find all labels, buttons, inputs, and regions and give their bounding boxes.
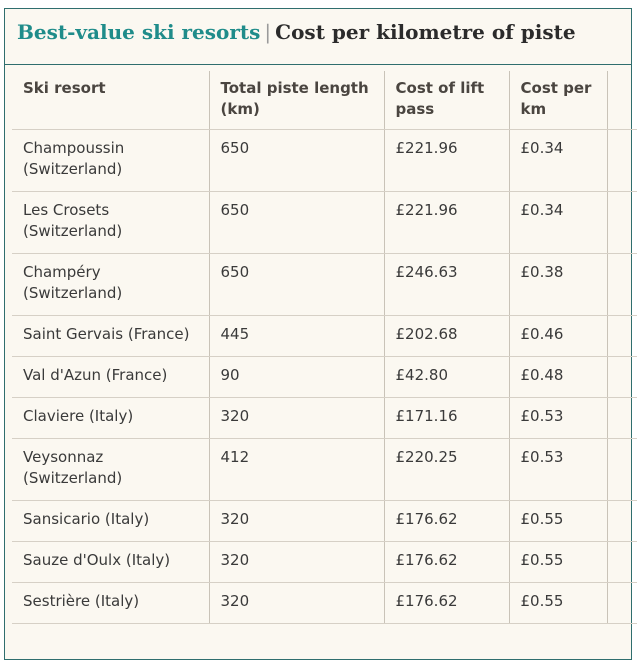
cell-pass: £171.16 xyxy=(383,397,509,439)
cell-spacer xyxy=(606,129,637,192)
cell-resort: Sauze d'Oulx (Italy) xyxy=(12,541,209,583)
cell-per-km: £0.55 xyxy=(508,541,607,583)
cell-spacer xyxy=(606,397,637,439)
cell-pass: £246.63 xyxy=(383,253,509,316)
cell-per-km: £0.53 xyxy=(508,438,607,501)
cell-length: 650 xyxy=(208,129,384,192)
cell-pass: £176.62 xyxy=(383,541,509,583)
cell-spacer xyxy=(606,253,637,316)
cell-per-km: £0.53 xyxy=(508,397,607,439)
header-ski-resort: Ski resort xyxy=(12,71,209,130)
cell-spacer xyxy=(606,500,637,542)
cell-pass: £221.96 xyxy=(383,129,509,192)
header-row: Ski resort Total piste length (km) Cost … xyxy=(12,71,637,130)
cell-resort: Les Crosets (Switzerland) xyxy=(12,191,209,254)
cell-spacer xyxy=(606,438,637,501)
cell-resort: Claviere (Italy) xyxy=(12,397,209,439)
cell-per-km: £0.34 xyxy=(508,129,607,192)
title-accent: Best-value ski resorts xyxy=(17,20,261,44)
cell-per-km: £0.46 xyxy=(508,315,607,357)
cell-per-km: £0.48 xyxy=(508,356,607,398)
cell-resort: Sansicario (Italy) xyxy=(12,500,209,542)
cell-pass: £176.62 xyxy=(383,582,509,624)
title-separator: | xyxy=(264,20,272,44)
cell-resort: Val d'Azun (France) xyxy=(12,356,209,398)
table-row: Val d'Azun (France) 90 £42.80 £0.48 xyxy=(12,356,637,398)
cell-spacer xyxy=(606,541,637,583)
table-row: Claviere (Italy) 320 £171.16 £0.53 xyxy=(12,397,637,439)
table-row: Saint Gervais (France) 445 £202.68 £0.46 xyxy=(12,315,637,357)
cell-length: 412 xyxy=(208,438,384,501)
header-piste-length: Total piste length (km) xyxy=(208,71,384,130)
cell-resort: Sestrière (Italy) xyxy=(12,582,209,624)
cell-length: 320 xyxy=(208,582,384,624)
cell-resort: Champéry (Switzerland) xyxy=(12,253,209,316)
header-lift-pass: Cost of lift pass xyxy=(383,71,509,130)
header-spacer xyxy=(606,71,637,130)
resort-table: Ski resort Total piste length (km) Cost … xyxy=(12,71,637,624)
cell-pass: £42.80 xyxy=(383,356,509,398)
cell-per-km: £0.38 xyxy=(508,253,607,316)
cell-length: 445 xyxy=(208,315,384,357)
table-row: Sauze d'Oulx (Italy) 320 £176.62 £0.55 xyxy=(12,541,637,583)
cell-pass: £176.62 xyxy=(383,500,509,542)
cell-length: 650 xyxy=(208,191,384,254)
cell-length: 90 xyxy=(208,356,384,398)
cell-length: 320 xyxy=(208,397,384,439)
cell-spacer xyxy=(606,356,637,398)
cell-per-km: £0.34 xyxy=(508,191,607,254)
cell-spacer xyxy=(606,315,637,357)
table-row: Champéry (Switzerland) 650 £246.63 £0.38 xyxy=(12,253,637,316)
cell-resort: Saint Gervais (France) xyxy=(12,315,209,357)
table-row: Sansicario (Italy) 320 £176.62 £0.55 xyxy=(12,500,637,542)
cell-pass: £220.25 xyxy=(383,438,509,501)
title-main: Cost per kilometre of piste xyxy=(275,20,576,44)
cell-length: 320 xyxy=(208,541,384,583)
table-row: Champoussin (Switzerland) 650 £221.96 £0… xyxy=(12,129,637,192)
table-row: Veysonnaz (Switzerland) 412 £220.25 £0.5… xyxy=(12,438,637,501)
cell-length: 320 xyxy=(208,500,384,542)
header-cost-per-km: Cost per km xyxy=(508,71,607,130)
table-row: Les Crosets (Switzerland) 650 £221.96 £0… xyxy=(12,191,637,254)
cell-length: 650 xyxy=(208,253,384,316)
cell-per-km: £0.55 xyxy=(508,582,607,624)
cell-resort: Champoussin (Switzerland) xyxy=(12,129,209,192)
cell-pass: £202.68 xyxy=(383,315,509,357)
cell-spacer xyxy=(606,582,637,624)
table-row: Sestrière (Italy) 320 £176.62 £0.55 xyxy=(12,582,637,624)
cell-per-km: £0.55 xyxy=(508,500,607,542)
cell-resort: Veysonnaz (Switzerland) xyxy=(12,438,209,501)
cell-spacer xyxy=(606,191,637,254)
cell-pass: £221.96 xyxy=(383,191,509,254)
title-bar: Best-value ski resorts | Cost per kilometr… xyxy=(5,9,631,65)
